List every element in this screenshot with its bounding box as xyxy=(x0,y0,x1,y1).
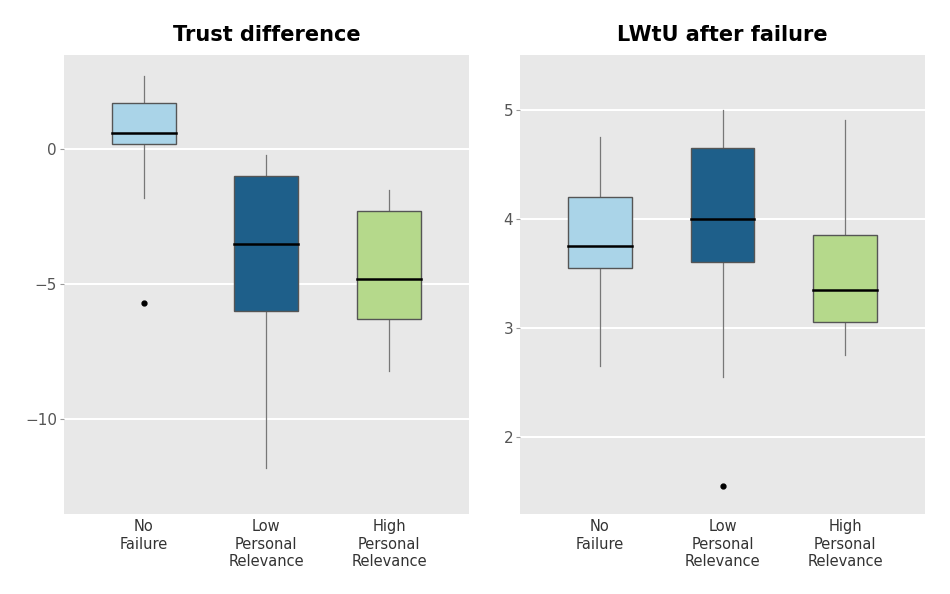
Bar xyxy=(357,211,421,320)
Title: LWtU after failure: LWtU after failure xyxy=(618,25,827,45)
Bar xyxy=(112,103,176,144)
Bar xyxy=(813,235,877,323)
Bar xyxy=(235,176,298,311)
Bar xyxy=(568,197,632,268)
Title: Trust difference: Trust difference xyxy=(173,25,360,45)
Bar xyxy=(691,148,754,263)
